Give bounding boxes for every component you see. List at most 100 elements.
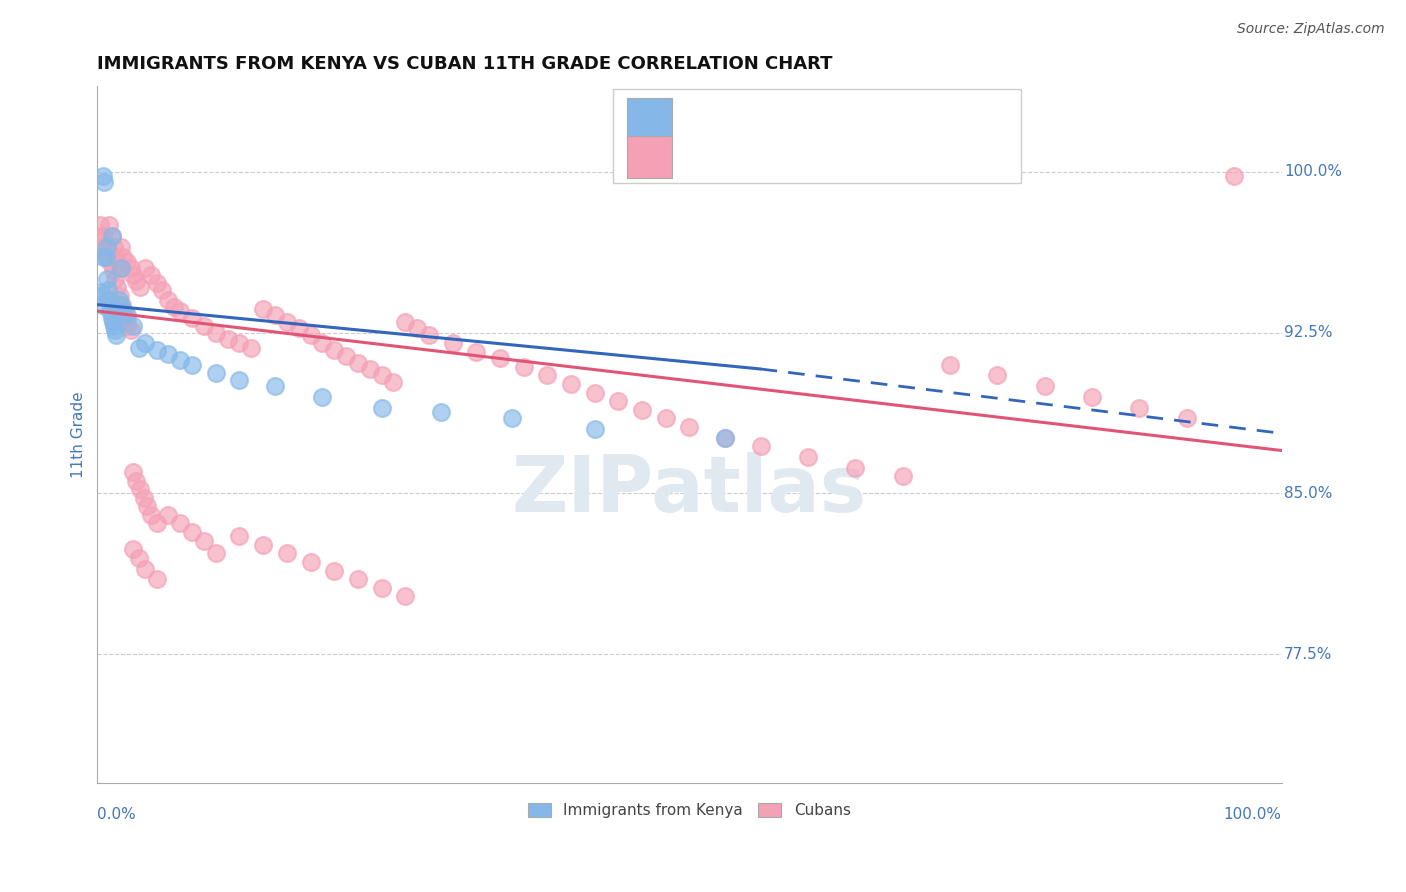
Point: [115, 254, 138, 268]
Point: [512, 359, 534, 374]
Point: [181, 310, 204, 325]
Point: [311, 336, 333, 351]
Text: 77.5%: 77.5%: [1284, 647, 1333, 662]
Text: 92.5%: 92.5%: [1284, 325, 1333, 340]
Point: [129, 280, 152, 294]
FancyBboxPatch shape: [627, 98, 672, 140]
Text: 0.0%: 0.0%: [97, 807, 136, 822]
Point: [204, 326, 226, 340]
Text: 109: 109: [882, 150, 908, 164]
Point: [204, 547, 226, 561]
Point: [145, 516, 167, 531]
Point: [252, 301, 274, 316]
Text: IMMIGRANTS FROM KENYA VS CUBAN 11TH GRADE CORRELATION CHART: IMMIGRANTS FROM KENYA VS CUBAN 11TH GRAD…: [97, 55, 832, 73]
Point: [97, 283, 120, 297]
Point: [145, 572, 167, 586]
Point: [122, 319, 145, 334]
Point: [100, 254, 122, 268]
Point: [110, 298, 132, 312]
Point: [714, 431, 737, 445]
Point: [287, 321, 309, 335]
Point: [1033, 379, 1056, 393]
Point: [169, 304, 191, 318]
Point: [145, 276, 167, 290]
Point: [714, 431, 737, 445]
Point: [107, 261, 129, 276]
Point: [1223, 169, 1246, 183]
FancyBboxPatch shape: [613, 89, 1021, 184]
Point: [370, 368, 392, 383]
Text: R =: R =: [686, 112, 723, 127]
Point: [655, 411, 678, 425]
Text: N =: N =: [818, 112, 873, 127]
Point: [430, 405, 453, 419]
Point: [347, 355, 370, 369]
Point: [97, 246, 120, 260]
Point: [501, 411, 523, 425]
Point: [465, 344, 488, 359]
Point: [217, 332, 239, 346]
Point: [370, 581, 392, 595]
Point: [193, 319, 215, 334]
FancyBboxPatch shape: [627, 136, 672, 178]
Point: [844, 460, 866, 475]
Legend: Immigrants from Kenya, Cubans: Immigrants from Kenya, Cubans: [522, 797, 856, 824]
Point: [139, 508, 162, 522]
Point: [100, 310, 122, 325]
Point: [891, 469, 914, 483]
Text: 85.0%: 85.0%: [1284, 486, 1333, 501]
Point: [311, 390, 333, 404]
Point: [1175, 411, 1198, 425]
Point: [98, 293, 121, 308]
Point: [110, 310, 132, 325]
Point: [91, 229, 114, 244]
Point: [583, 422, 606, 436]
Point: [536, 368, 558, 383]
Point: [394, 590, 416, 604]
Point: [299, 327, 322, 342]
Point: [120, 323, 142, 337]
Point: [264, 379, 287, 393]
Y-axis label: 11th Grade: 11th Grade: [72, 391, 86, 478]
Point: [115, 309, 138, 323]
Point: [406, 321, 429, 335]
Point: [157, 293, 180, 308]
Point: [749, 439, 772, 453]
Point: [111, 298, 134, 312]
Text: -0.158: -0.158: [727, 112, 782, 127]
Point: [1128, 401, 1150, 415]
Point: [110, 240, 132, 254]
Point: [240, 341, 263, 355]
Point: [169, 353, 191, 368]
Point: [631, 402, 654, 417]
Point: [125, 474, 148, 488]
Point: [90, 285, 112, 299]
Point: [112, 304, 135, 318]
Point: [120, 261, 142, 276]
Point: [107, 293, 129, 308]
Point: [382, 375, 405, 389]
Point: [104, 301, 127, 316]
Point: [193, 533, 215, 548]
Point: [134, 336, 156, 351]
Point: [134, 261, 156, 276]
Point: [125, 274, 148, 288]
Point: [797, 450, 820, 464]
Point: [181, 524, 204, 539]
Point: [299, 555, 322, 569]
Point: [101, 263, 124, 277]
Text: R =: R =: [686, 150, 723, 164]
Point: [122, 268, 145, 282]
Point: [323, 343, 346, 357]
Point: [91, 229, 114, 244]
Point: [122, 542, 145, 557]
Point: [103, 240, 125, 254]
Point: [394, 315, 416, 329]
Point: [583, 385, 606, 400]
Point: [104, 272, 127, 286]
Point: [169, 516, 191, 531]
Point: [163, 300, 186, 314]
Point: [181, 358, 204, 372]
Point: [114, 306, 136, 320]
Point: [560, 377, 582, 392]
